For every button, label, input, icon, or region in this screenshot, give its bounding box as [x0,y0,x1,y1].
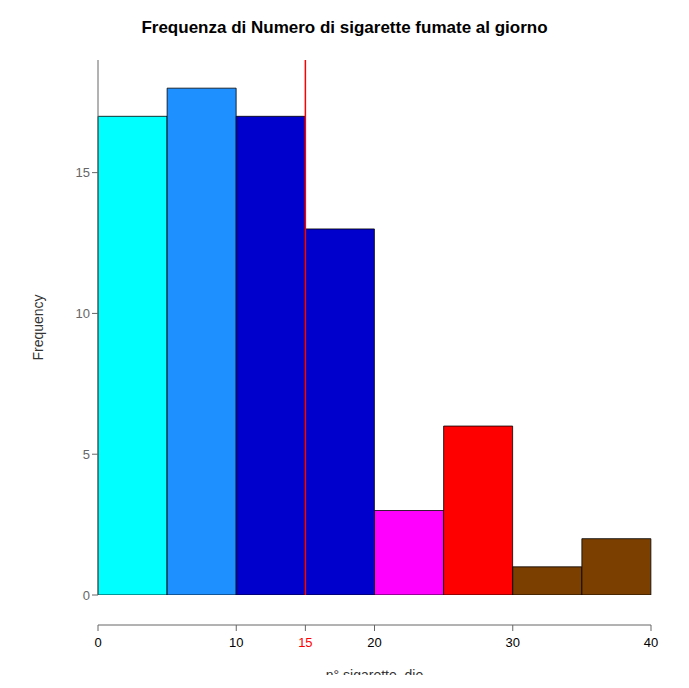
svg-text:15: 15 [76,165,90,180]
svg-text:10: 10 [76,306,90,321]
svg-text:20: 20 [367,635,381,650]
svg-text:15: 15 [298,635,312,650]
svg-text:0: 0 [83,588,90,603]
svg-text:30: 30 [506,635,520,650]
svg-text:Frequency: Frequency [30,294,46,360]
svg-text:n° sigarette_die: n° sigarette_die [326,667,424,675]
svg-text:10: 10 [229,635,243,650]
svg-text:0: 0 [94,635,101,650]
html-text:Frequenza di Numero di sigaret: Frequenza di Numero di sigarette fumate … [141,18,548,37]
svg-text:5: 5 [83,447,90,462]
svg-text:40: 40 [644,635,658,650]
